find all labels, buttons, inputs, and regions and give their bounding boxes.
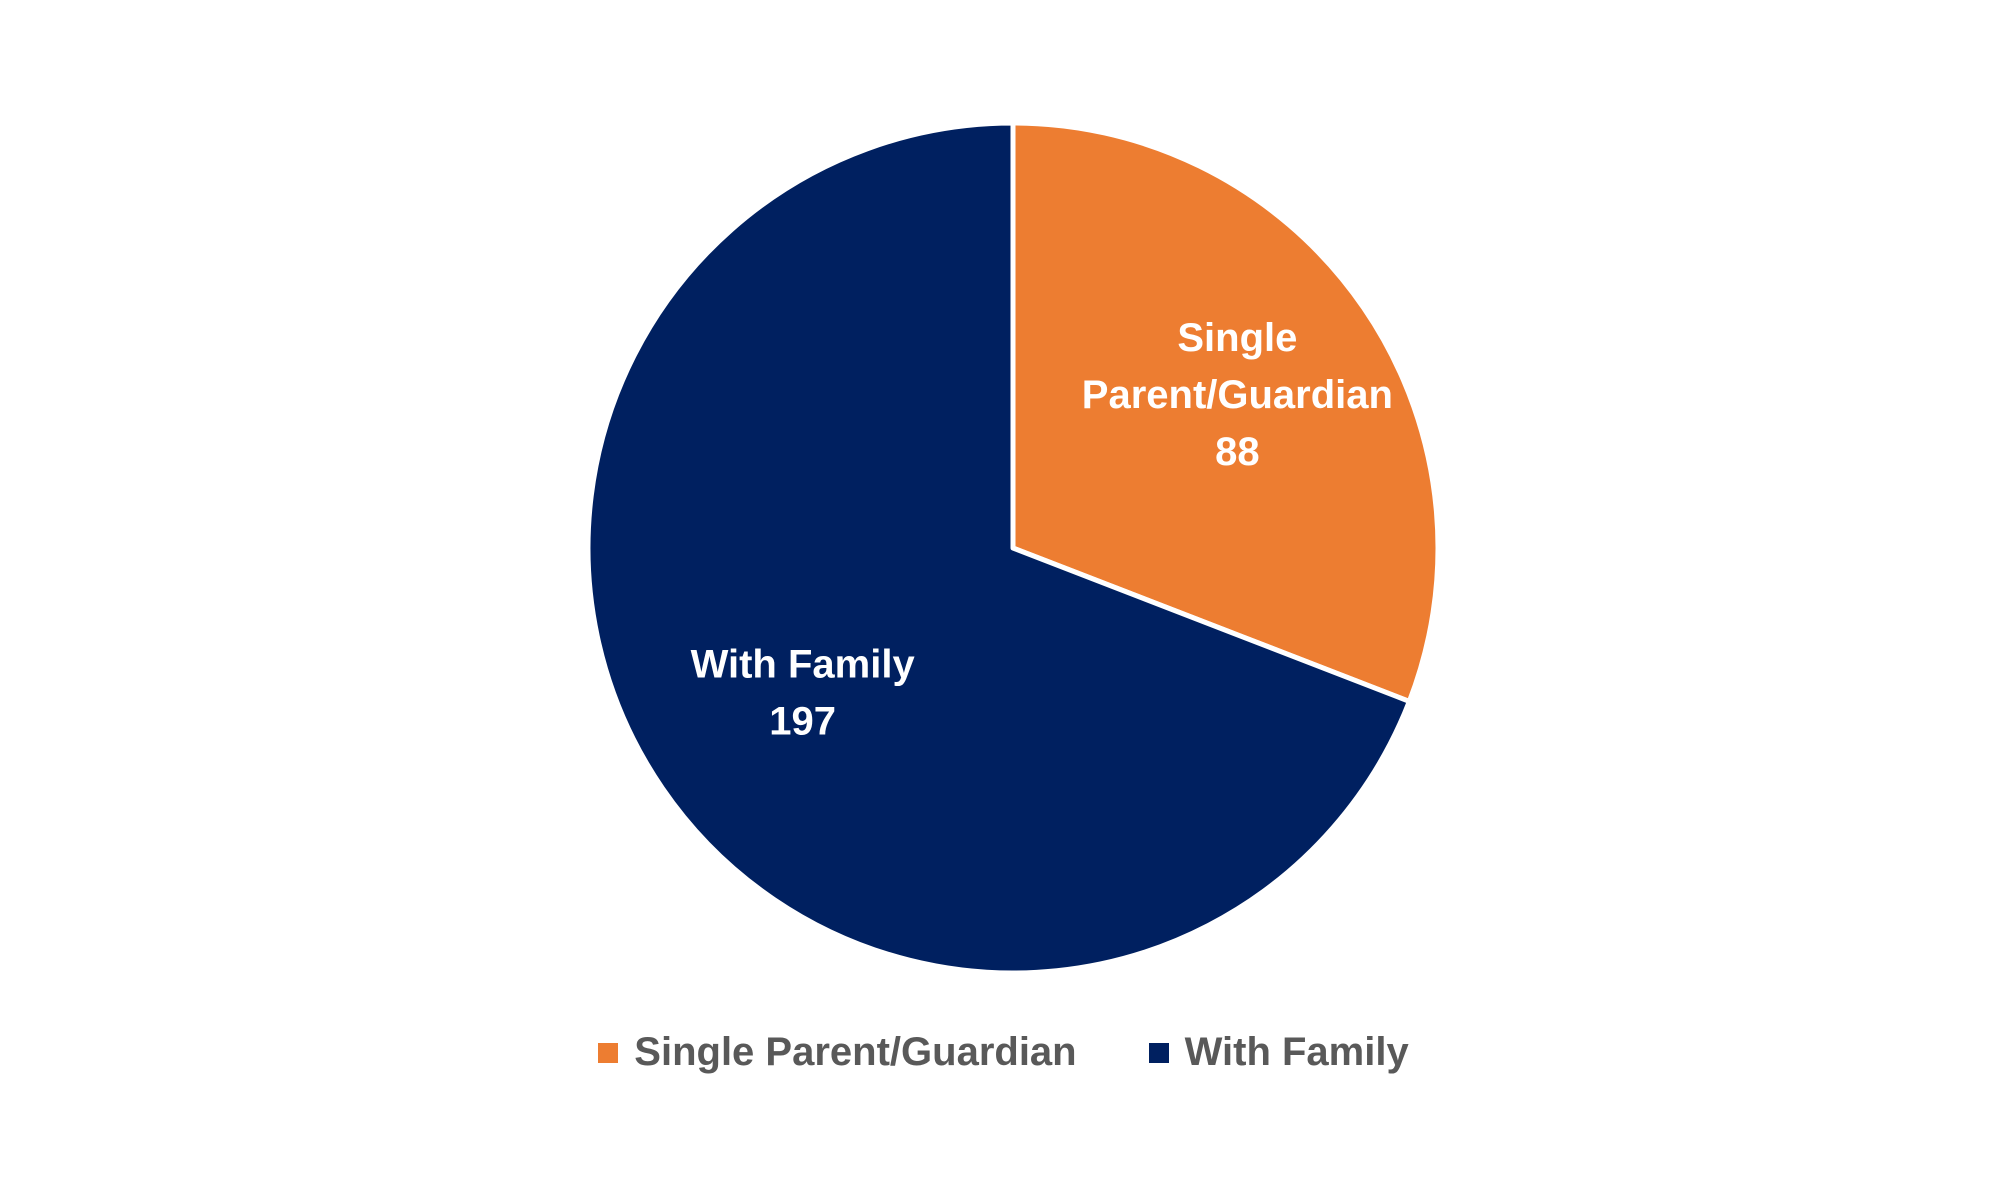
legend-label-with-family: With Family	[1184, 1030, 1409, 1074]
pie-slice-with-family	[585, 120, 1412, 976]
chart-legend: Single Parent/Guardian With Family	[0, 1030, 2007, 1075]
data-label-value: 197	[769, 700, 836, 744]
legend-label-single-parent-guardian: Single Parent/Guardian	[634, 1030, 1077, 1074]
data-label-single-parent-guardian: Single Parent/Guardian 88	[1082, 316, 1393, 474]
pie-slice-single-parent-guardian	[1010, 120, 1441, 704]
legend-item-with-family: With Family	[1148, 1030, 1409, 1075]
legend-item-single-parent-guardian: Single Parent/Guardian	[598, 1030, 1077, 1075]
data-label-value: 88	[1215, 430, 1260, 474]
data-label-category-line: Single	[1177, 316, 1297, 360]
data-label-with-family: With Family 197	[691, 643, 916, 744]
data-label-category-line: With Family	[691, 643, 916, 687]
pie-slices	[585, 120, 1441, 976]
pie-data-labels: Single Parent/Guardian 88 With Family 197	[691, 316, 1393, 743]
legend-swatch-with-family	[1148, 1042, 1169, 1063]
legend-swatch-single-parent-guardian	[598, 1042, 619, 1063]
data-label-category-line: Parent/Guardian	[1082, 373, 1393, 417]
